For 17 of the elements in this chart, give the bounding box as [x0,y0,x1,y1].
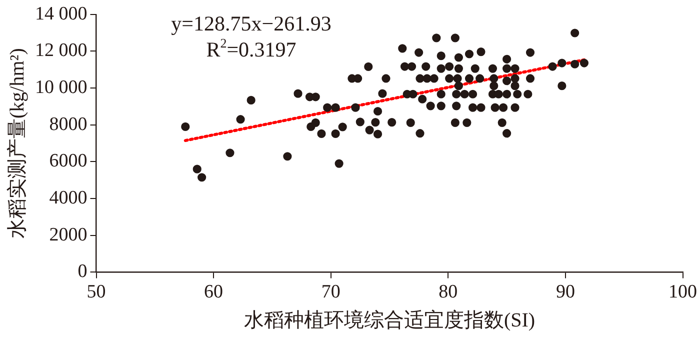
y-axis-title: 水稻实测产量(kg/hm²) [6,48,28,239]
y-tick-label: 6000 [49,150,88,172]
x-tick-label: 100 [668,282,697,303]
x-tick-label: 90 [556,282,575,303]
x-tick-label: 50 [86,282,106,303]
y-tick-label: 4000 [49,188,88,209]
y-tick-label: 10 000 [35,77,88,98]
x-tick-label: 80 [438,282,458,303]
x-axis-title: 水稻种植环境综合适宜度指数(SI) [244,308,536,332]
y-tick-label: 2000 [49,224,88,246]
y-tick-label: 0 [78,261,88,282]
y-tick-label: 12 000 [35,40,88,62]
y-tick-label: 8000 [49,114,88,135]
x-tick-label: 60 [204,282,224,303]
annotation: y=128.75x−261.93 [171,11,332,36]
y-tick-label: 14 000 [35,3,88,24]
x-tick-label: 70 [321,282,340,303]
